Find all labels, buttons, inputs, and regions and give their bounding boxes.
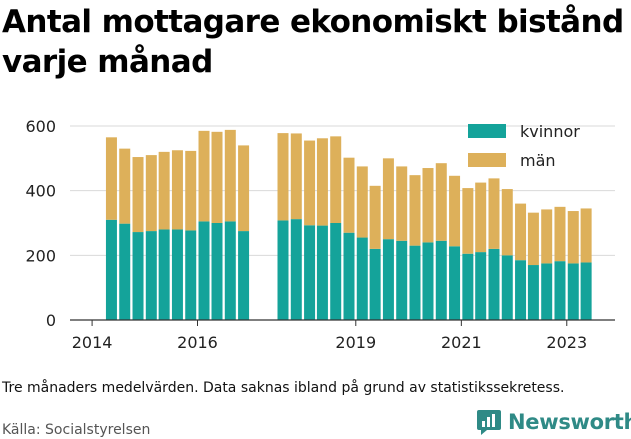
bar-kvinnor xyxy=(527,265,539,320)
bar-kvinnor xyxy=(316,225,328,320)
bar-man xyxy=(343,157,355,233)
bar-kvinnor xyxy=(515,260,527,320)
bar-man xyxy=(475,182,487,253)
bar-man xyxy=(238,145,250,232)
bar-man xyxy=(132,157,144,233)
bar-man xyxy=(382,158,394,240)
newsworthy-logo-icon xyxy=(477,410,501,435)
bar-kvinnor xyxy=(382,239,394,320)
bar-man xyxy=(449,175,461,247)
y-tick-label: 400 xyxy=(25,182,56,201)
bar-man xyxy=(409,175,421,246)
bar-man xyxy=(488,178,500,249)
bars xyxy=(105,129,592,320)
x-tick-label: 2021 xyxy=(441,333,482,352)
bar-kvinnor xyxy=(475,252,487,320)
bar-kvinnor xyxy=(422,242,434,320)
bar-man xyxy=(527,212,539,266)
bar-kvinnor xyxy=(580,262,592,320)
bar-man xyxy=(422,168,434,243)
bar-man xyxy=(356,166,368,238)
brand-name: Newsworthy xyxy=(508,410,631,434)
bar-kvinnor xyxy=(224,221,236,320)
bar-kvinnor xyxy=(369,248,381,320)
bar-man xyxy=(211,131,223,223)
bar-kvinnor xyxy=(171,229,183,320)
axes: 0 200 400 600 2014 2016 2019 2021 2023 xyxy=(25,117,615,352)
y-tick-label: 600 xyxy=(25,117,56,136)
x-tick-label: 2019 xyxy=(335,333,376,352)
y-tick-label: 0 xyxy=(46,311,56,330)
bar-man xyxy=(554,206,566,262)
bar-kvinnor xyxy=(185,230,197,320)
x-tick-label: 2016 xyxy=(177,333,218,352)
bar-kvinnor xyxy=(277,220,289,320)
bar-kvinnor xyxy=(304,225,316,320)
bar-man xyxy=(198,130,210,222)
bar-man xyxy=(515,203,527,261)
bar-kvinnor xyxy=(356,237,368,320)
x-tick-label: 2023 xyxy=(546,333,587,352)
bar-kvinnor xyxy=(435,240,447,320)
stacked-bar-chart: 0 200 400 600 2014 2016 2019 2021 2023 kvinnor mä… xyxy=(25,117,615,352)
bar-man xyxy=(185,150,197,231)
bar-man xyxy=(158,151,170,230)
bar-kvinnor xyxy=(290,219,302,320)
bar-man xyxy=(316,138,328,226)
bar-man xyxy=(435,163,447,241)
bar-man xyxy=(171,150,183,230)
bar-man xyxy=(224,129,236,222)
legend-swatch-0 xyxy=(468,124,506,138)
source-credit: Källa: Socialstyrelsen xyxy=(2,422,151,438)
bar-kvinnor xyxy=(105,219,117,320)
bar-kvinnor xyxy=(396,240,408,320)
bar-kvinnor xyxy=(567,263,579,320)
bar-man xyxy=(501,189,513,256)
bar-kvinnor xyxy=(198,221,210,320)
bar-man xyxy=(105,137,117,220)
bar-kvinnor xyxy=(119,223,131,320)
bar-man xyxy=(304,140,316,226)
bar-man xyxy=(145,155,157,232)
bar-kvinnor xyxy=(238,231,250,320)
bar-man xyxy=(330,136,342,223)
bar-kvinnor xyxy=(488,248,500,320)
bar-man xyxy=(119,148,131,224)
bar-man xyxy=(462,188,474,254)
bar-man xyxy=(541,209,553,264)
bar-kvinnor xyxy=(554,261,566,320)
bar-kvinnor xyxy=(462,253,474,320)
legend: kvinnor män xyxy=(468,122,580,170)
chart-title: Antal mottagare ekonomiskt bistånd varje… xyxy=(2,4,624,80)
legend-swatch-1 xyxy=(468,153,506,167)
bar-kvinnor xyxy=(541,263,553,320)
footnote: Tre månaders medelvärden. Data saknas ib… xyxy=(2,380,565,396)
bar-man xyxy=(567,211,579,264)
bar-kvinnor xyxy=(145,231,157,320)
bar-kvinnor xyxy=(330,223,342,320)
bar-kvinnor xyxy=(211,223,223,320)
legend-label: män xyxy=(520,151,556,170)
bar-man xyxy=(580,208,592,263)
bar-kvinnor xyxy=(409,245,421,320)
bar-kvinnor xyxy=(449,246,461,320)
legend-label: kvinnor xyxy=(520,122,580,141)
bar-kvinnor xyxy=(501,255,513,320)
x-tick-label: 2014 xyxy=(72,333,113,352)
newsworthy-logo[interactable]: Newsworthy xyxy=(476,406,631,438)
bar-kvinnor xyxy=(132,232,144,320)
bar-kvinnor xyxy=(343,232,355,320)
y-tick-label: 200 xyxy=(25,246,56,265)
bar-man xyxy=(396,166,408,241)
bar-man xyxy=(277,133,289,221)
bar-man xyxy=(290,133,302,220)
bar-man xyxy=(369,185,381,249)
bar-kvinnor xyxy=(158,229,170,320)
